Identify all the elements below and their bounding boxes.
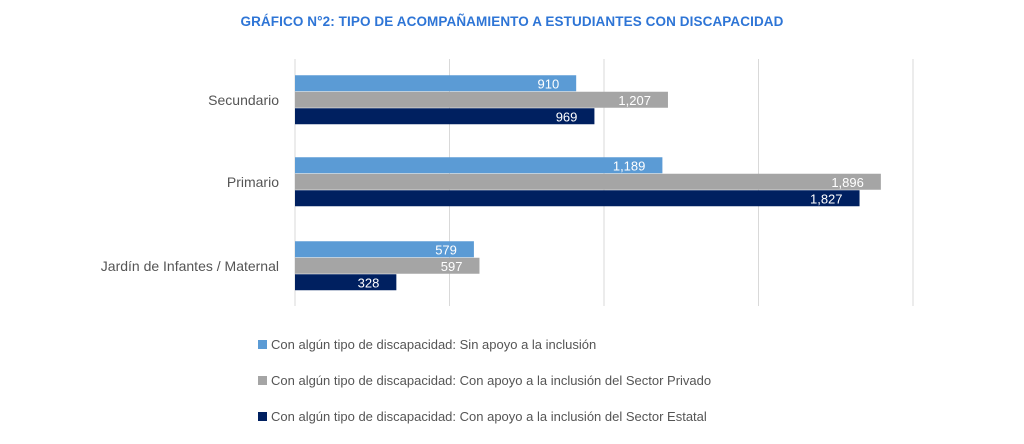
data-label: 328 xyxy=(358,275,380,290)
category-label: Jardín de Infantes / Maternal xyxy=(101,258,279,274)
bar xyxy=(295,190,860,207)
chart-title: GRÁFICO N°2: TIPO DE ACOMPAÑAMIENTO A ES… xyxy=(240,14,784,29)
legend-swatch xyxy=(258,376,267,385)
category-label: Secundario xyxy=(208,92,279,108)
data-label: 1,189 xyxy=(613,158,646,173)
data-label: 597 xyxy=(441,259,463,274)
bar xyxy=(295,108,595,125)
bar xyxy=(295,257,480,274)
bar xyxy=(295,157,663,174)
legend-label: Con algún tipo de discapacidad: Sin apoy… xyxy=(271,337,597,352)
bar xyxy=(295,173,881,190)
category-labels: Secundario Primario Jardín de Infantes / M… xyxy=(101,92,279,274)
data-label: 1,827 xyxy=(810,191,843,206)
bar xyxy=(295,91,668,108)
data-label: 1,207 xyxy=(618,93,651,108)
bar xyxy=(295,274,397,291)
legend-item: Con algún tipo de discapacidad: Sin apoy… xyxy=(258,336,711,353)
data-label: 579 xyxy=(435,242,457,257)
legend-swatch xyxy=(258,412,267,421)
bar xyxy=(295,75,577,92)
legend-swatch xyxy=(258,340,267,349)
data-label: 1,896 xyxy=(831,175,864,190)
legend-item: Con algún tipo de discapacidad: Con apoy… xyxy=(258,372,711,389)
legend-item: Con algún tipo de discapacidad: Con apoy… xyxy=(258,408,711,425)
legend: Con algún tipo de discapacidad: Sin apoy… xyxy=(258,336,711,444)
bar xyxy=(295,241,474,258)
category-label: Primario xyxy=(227,174,279,190)
data-label: 910 xyxy=(537,76,559,91)
legend-label: Con algún tipo de discapacidad: Con apoy… xyxy=(271,409,707,424)
legend-label: Con algún tipo de discapacidad: Con apoy… xyxy=(271,373,712,388)
data-label: 969 xyxy=(556,109,578,124)
